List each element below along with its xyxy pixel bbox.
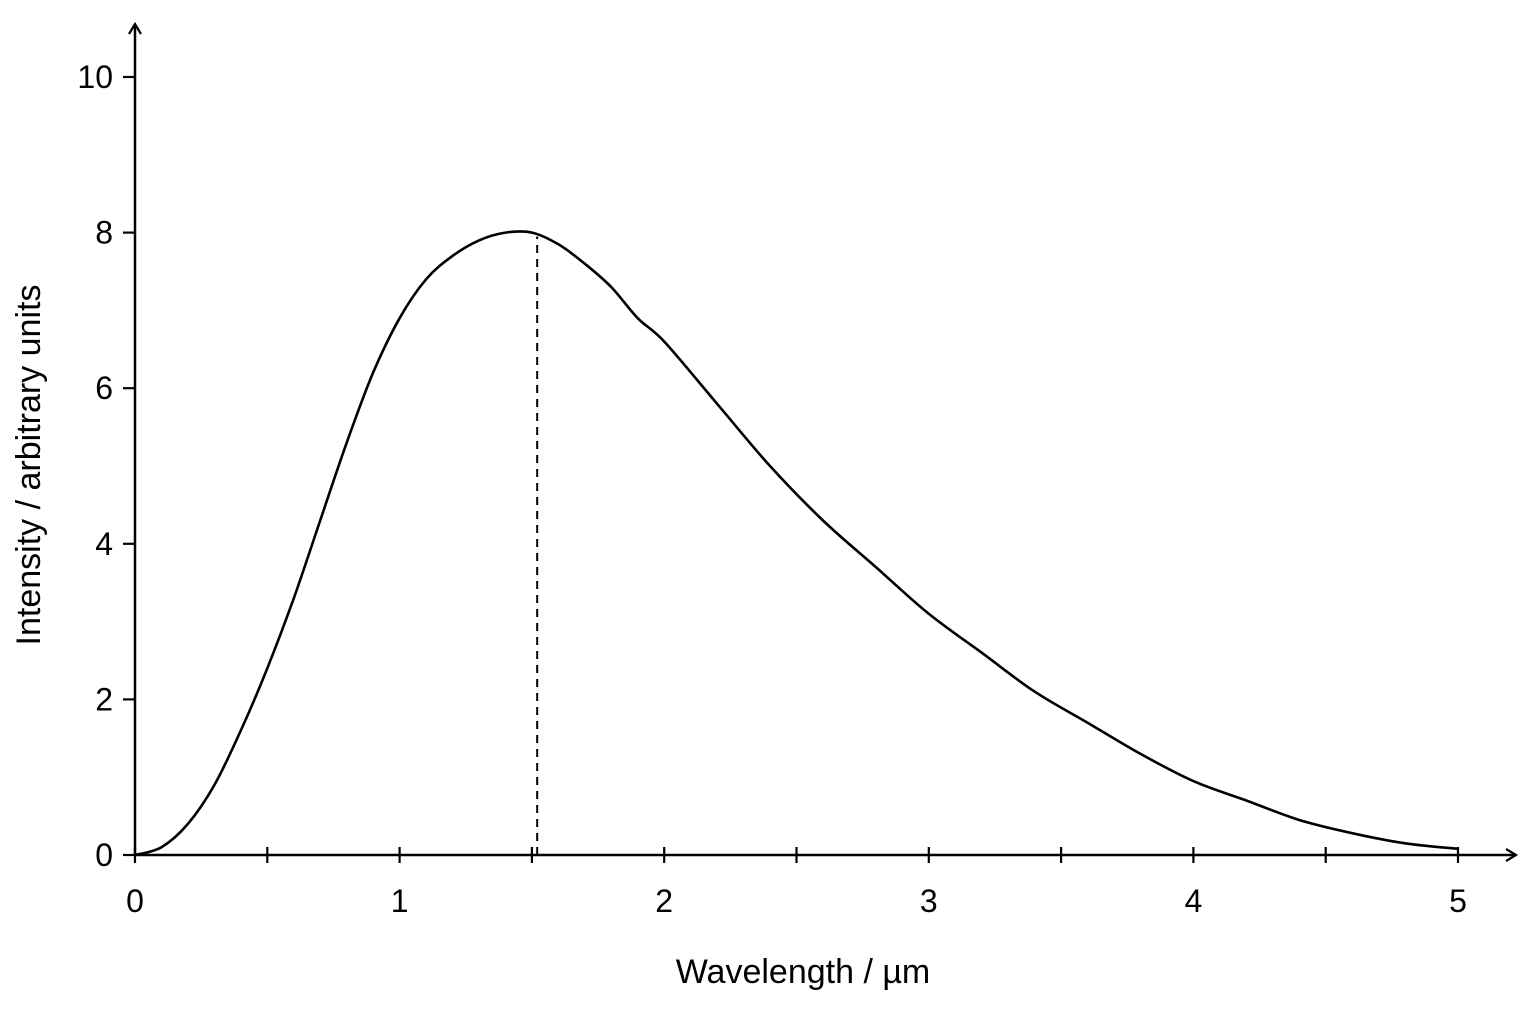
x-tick-label: 1: [391, 883, 409, 919]
x-tick-label: 0: [126, 883, 144, 919]
y-tick-label: 2: [95, 681, 113, 717]
x-tick-label: 2: [655, 883, 673, 919]
x-axis-ticks: 0 1 2 3 4 5: [126, 847, 1467, 919]
y-axis-title: Intensity / arbitrary units: [10, 285, 48, 646]
x-axis-title: Wavelength / µm: [676, 953, 931, 991]
y-tick-label: 6: [95, 370, 113, 406]
y-tick-label: 8: [95, 215, 113, 251]
y-tick-label: 10: [77, 59, 113, 95]
y-axis-ticks: 0 2 4 6 8 10: [77, 59, 135, 873]
x-tick-label: 5: [1449, 883, 1467, 919]
y-tick-label: 0: [95, 837, 113, 873]
x-tick-label: 4: [1185, 883, 1203, 919]
y-tick-label: 4: [95, 526, 113, 562]
intensity-curve: [134, 230, 1459, 857]
x-tick-label: 3: [920, 883, 938, 919]
